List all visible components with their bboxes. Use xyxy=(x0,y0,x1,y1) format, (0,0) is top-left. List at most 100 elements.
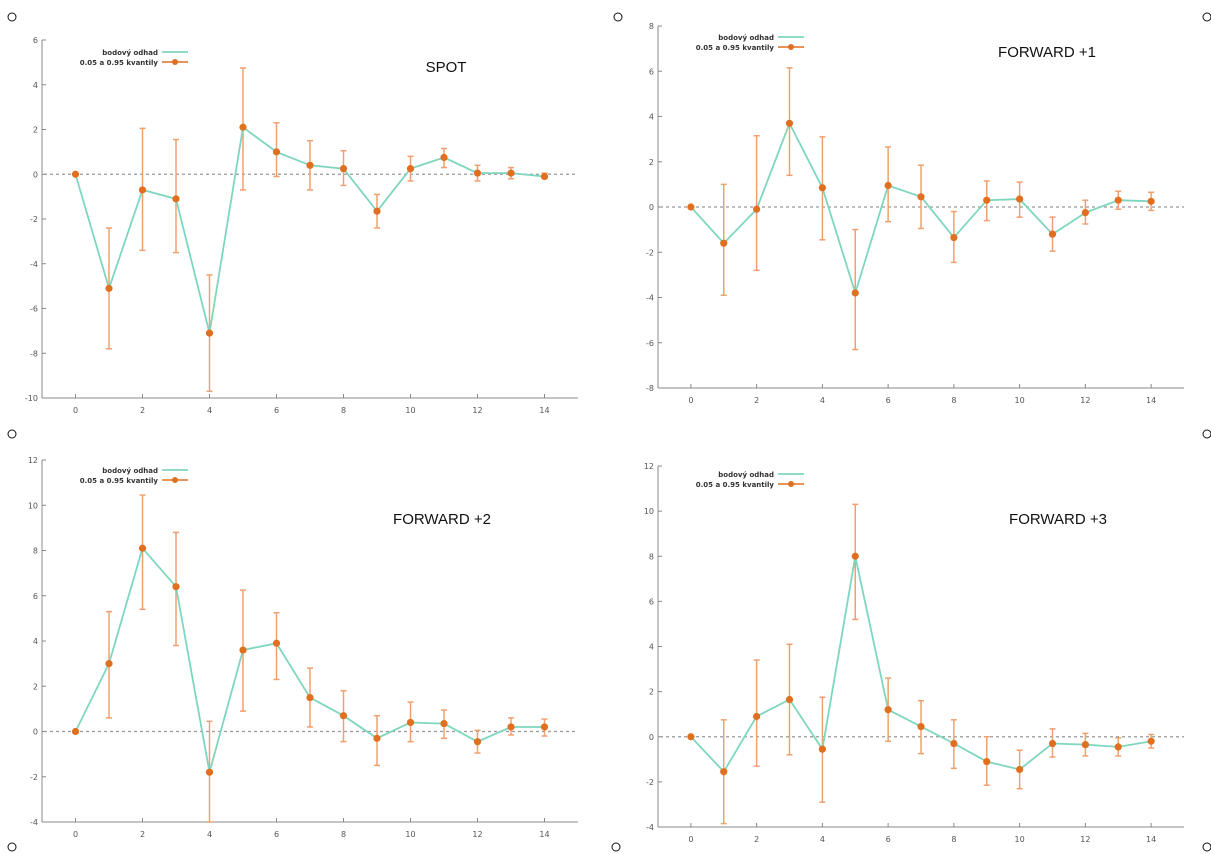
y-tick-label: 8 xyxy=(33,547,38,556)
legend-marker-quantiles xyxy=(172,59,178,65)
data-point xyxy=(339,712,348,720)
data-point xyxy=(983,196,991,204)
x-tick-label: 14 xyxy=(1146,396,1156,405)
data-point xyxy=(917,722,925,731)
x-tick-label: 2 xyxy=(754,835,759,844)
x-tick-label: 8 xyxy=(341,830,346,839)
y-tick-label: 0 xyxy=(649,203,654,212)
data-point xyxy=(373,734,381,742)
data-point xyxy=(950,233,958,242)
data-point xyxy=(105,284,113,292)
data-point xyxy=(950,739,958,748)
legend-marker-quantiles xyxy=(788,481,794,487)
y-tick-label: -2 xyxy=(30,215,38,224)
data-point xyxy=(753,712,761,721)
legend-label-estimate: bodový odhad xyxy=(102,466,158,475)
x-tick-label: 6 xyxy=(274,406,279,415)
x-tick-label: 6 xyxy=(886,396,891,405)
estimate-series-line xyxy=(74,546,545,773)
x-tick-label: 10 xyxy=(1015,835,1025,844)
y-tick-label: 4 xyxy=(649,643,654,652)
data-point xyxy=(239,646,247,654)
chart-panel: -4 -2 0 2 4 6 8 10 12 0 2 4 6 8 10 12 14 bodový odhad 0.05… xyxy=(644,462,1184,844)
x-tick-label: 12 xyxy=(1080,835,1090,844)
data-point xyxy=(1081,741,1089,749)
x-tick-label: 6 xyxy=(886,835,891,844)
y-tick-label: 10 xyxy=(644,507,654,516)
data-point xyxy=(406,165,415,173)
x-tick-label: 10 xyxy=(405,830,415,839)
y-tick-label: -2 xyxy=(30,773,38,782)
data-point xyxy=(272,639,281,647)
data-point xyxy=(818,745,826,753)
data-point xyxy=(720,768,728,776)
x-tick-label: 0 xyxy=(688,835,693,844)
legend-label-estimate: bodový odhad xyxy=(102,48,158,57)
y-tick-label: 0 xyxy=(649,733,654,742)
charts-layer: -10 -8 -6 -4 -2 0 2 4 6 0 2 4 6 8 10 12 14 bodový odhad 0.… xyxy=(25,22,1184,844)
x-tick-label: 8 xyxy=(951,835,956,844)
data-point xyxy=(1048,230,1057,238)
corner-handle xyxy=(613,12,623,22)
y-tick-label: 6 xyxy=(33,36,38,45)
corner-handle xyxy=(1202,842,1211,852)
chart-title: FORWARD +1 xyxy=(998,44,1096,61)
chart-panel: -4 -2 0 2 4 6 8 10 12 0 2 4 6 8 10 12 14 bodový odhad 0.05… xyxy=(28,456,578,839)
legend-label-quantiles: 0.05 a 0.95 kvantily xyxy=(696,44,775,52)
corner-handle xyxy=(611,842,621,852)
x-tick-label: 8 xyxy=(951,396,956,405)
x-tick-label: 0 xyxy=(688,396,693,405)
data-point xyxy=(785,695,794,704)
y-tick-label: -4 xyxy=(30,260,38,269)
data-point xyxy=(851,552,859,560)
x-tick-label: 12 xyxy=(472,830,482,839)
y-tick-label: -2 xyxy=(646,778,654,787)
x-tick-label: 4 xyxy=(820,835,825,844)
x-tick-label: 4 xyxy=(207,830,212,839)
legend-label-estimate: bodový odhad xyxy=(718,470,774,479)
chart-panel: -8 -6 -4 -2 0 2 4 6 8 0 2 4 6 8 10 12 14 bodový odhad 0.05… xyxy=(646,22,1184,405)
data-point xyxy=(172,583,180,591)
legend-label-quantiles: 0.05 a 0.95 kvantily xyxy=(80,477,159,485)
data-point xyxy=(687,733,695,741)
y-tick-label: 2 xyxy=(33,682,38,691)
data-point xyxy=(473,169,482,177)
data-point xyxy=(138,186,147,194)
y-tick-label: 6 xyxy=(649,597,654,606)
x-tick-label: 14 xyxy=(539,406,549,415)
x-tick-label: 4 xyxy=(207,406,212,415)
data-point xyxy=(1147,197,1155,205)
chart-panel: -10 -8 -6 -4 -2 0 2 4 6 0 2 4 6 8 10 12 14 bodový odhad 0.… xyxy=(25,36,578,415)
corner-handle xyxy=(7,429,17,439)
data-point xyxy=(205,329,214,337)
y-tick-label: 4 xyxy=(649,113,654,122)
data-point xyxy=(1114,743,1122,751)
y-tick-label: 2 xyxy=(649,158,654,167)
data-point xyxy=(540,172,549,181)
data-point xyxy=(884,706,892,714)
y-tick-label: -4 xyxy=(646,294,654,303)
data-point xyxy=(1147,737,1155,745)
data-point xyxy=(440,153,448,162)
data-point xyxy=(306,161,314,169)
x-tick-label: 14 xyxy=(539,830,549,839)
data-point xyxy=(687,203,695,211)
y-tick-label: -6 xyxy=(30,305,38,314)
x-tick-label: 14 xyxy=(1146,835,1156,844)
data-point xyxy=(1016,765,1024,774)
chart-legend: bodový odhad 0.05 a 0.95 kvantily xyxy=(696,470,804,489)
y-tick-label: 6 xyxy=(33,592,38,601)
chart-legend: bodový odhad 0.05 a 0.95 kvantily xyxy=(80,48,188,67)
x-tick-label: 10 xyxy=(405,406,415,415)
legend-label-quantiles: 0.05 a 0.95 kvantily xyxy=(696,481,775,489)
chart-title: FORWARD +2 xyxy=(393,511,491,528)
y-tick-label: -4 xyxy=(646,823,654,832)
data-point xyxy=(753,205,761,213)
data-point xyxy=(1114,196,1122,204)
chart-legend: bodový odhad 0.05 a 0.95 kvantily xyxy=(696,33,804,52)
data-point xyxy=(851,289,859,297)
x-tick-label: 0 xyxy=(73,406,78,415)
data-point xyxy=(540,723,549,731)
legend-label-quantiles: 0.05 a 0.95 kvantily xyxy=(80,59,159,67)
